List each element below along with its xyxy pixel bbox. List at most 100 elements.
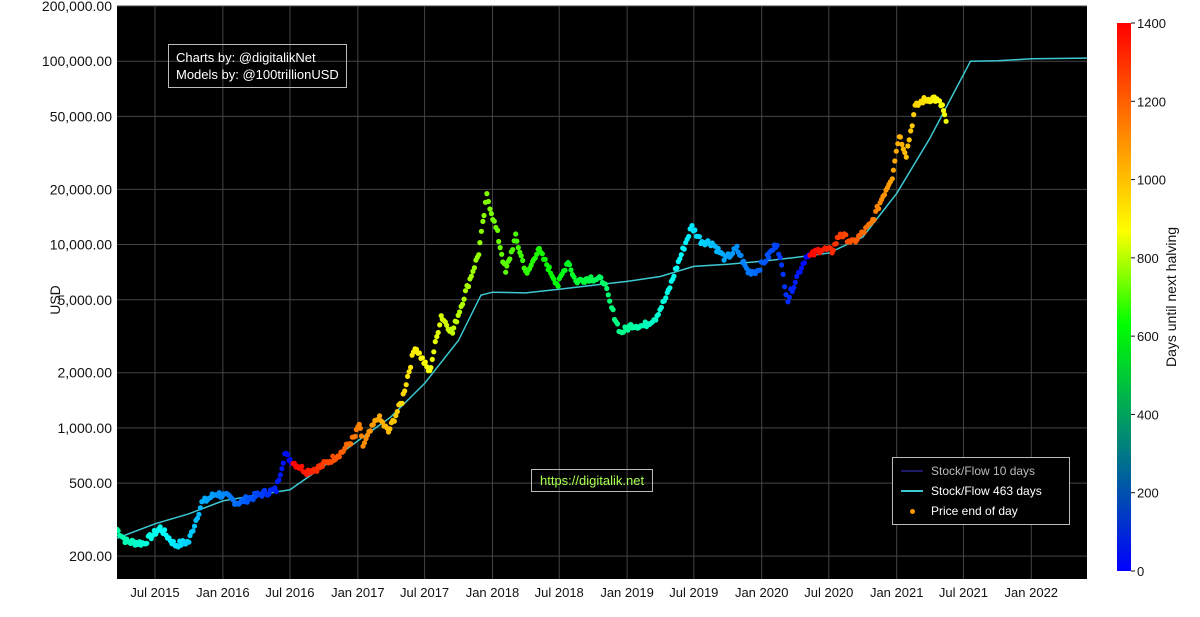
price-point bbox=[403, 382, 409, 388]
price-point bbox=[780, 271, 786, 277]
price-point bbox=[144, 540, 150, 546]
price-point bbox=[468, 273, 474, 279]
price-point bbox=[370, 422, 376, 428]
price-point bbox=[777, 255, 783, 261]
price-point bbox=[893, 148, 899, 154]
price-point bbox=[277, 472, 283, 478]
price-point bbox=[484, 191, 490, 197]
price-point bbox=[939, 102, 946, 108]
price-point bbox=[801, 260, 808, 266]
price-point bbox=[471, 265, 477, 271]
price-point bbox=[284, 452, 290, 458]
price-point bbox=[905, 143, 911, 149]
price-point bbox=[614, 321, 621, 327]
price-point bbox=[393, 413, 399, 419]
colorbar-title: Days until next halving bbox=[1163, 227, 1179, 367]
price-point bbox=[437, 322, 443, 328]
price-point bbox=[186, 539, 192, 545]
price-point bbox=[496, 238, 502, 245]
price-point bbox=[216, 490, 222, 496]
price-point bbox=[507, 256, 513, 262]
price-point bbox=[476, 252, 482, 258]
x-tick-label: Jul 2016 bbox=[265, 585, 314, 600]
colorbar-tick-label: 0 bbox=[1137, 564, 1144, 579]
price-point bbox=[357, 425, 363, 431]
price-point bbox=[677, 256, 683, 262]
price-point bbox=[571, 274, 577, 280]
price-point bbox=[287, 457, 293, 463]
legend-dot-swatch bbox=[901, 508, 923, 514]
x-tick-label: Jul 2019 bbox=[669, 585, 718, 600]
price-point bbox=[361, 440, 368, 446]
price-point bbox=[419, 355, 425, 361]
price-point bbox=[299, 463, 305, 469]
price-point bbox=[319, 463, 325, 469]
price-point bbox=[562, 267, 568, 273]
price-point bbox=[605, 292, 611, 298]
price-point bbox=[405, 373, 411, 379]
price-point bbox=[542, 256, 548, 262]
price-point bbox=[738, 252, 744, 259]
price-point bbox=[480, 218, 486, 224]
colorbar-tick-label: 600 bbox=[1137, 329, 1159, 344]
price-point bbox=[681, 246, 687, 252]
price-point bbox=[515, 245, 521, 251]
legend-item-sf463[interactable]: Stock/Flow 463 days bbox=[901, 482, 1042, 500]
price-point bbox=[730, 250, 736, 256]
price-point bbox=[478, 228, 484, 234]
price-point bbox=[715, 245, 721, 251]
legend-item-price[interactable]: Price end of day bbox=[901, 502, 1018, 520]
price-point bbox=[763, 258, 769, 264]
price-point bbox=[504, 263, 510, 269]
x-tick-label: Jan 2020 bbox=[735, 585, 789, 600]
price-point bbox=[487, 206, 493, 212]
price-point bbox=[936, 98, 943, 104]
price-point bbox=[402, 388, 408, 394]
price-point bbox=[408, 364, 414, 370]
price-point bbox=[830, 247, 836, 253]
price-point bbox=[671, 273, 677, 279]
price-point bbox=[510, 247, 516, 253]
price-point bbox=[461, 296, 467, 302]
website-link[interactable]: https://digitalik.net bbox=[531, 469, 654, 492]
price-point bbox=[367, 428, 373, 434]
price-point bbox=[391, 418, 397, 424]
price-point bbox=[352, 433, 358, 439]
price-point bbox=[655, 311, 662, 318]
legend-item-label: Price end of day bbox=[931, 504, 1018, 518]
x-tick-label: Jan 2016 bbox=[196, 585, 250, 600]
price-point bbox=[342, 445, 348, 451]
price-point bbox=[454, 319, 460, 325]
price-point bbox=[499, 251, 505, 257]
stock-flow-463-line bbox=[117, 57, 1087, 540]
price-point bbox=[667, 285, 673, 291]
price-point bbox=[686, 233, 692, 240]
price-point bbox=[457, 309, 463, 315]
price-point bbox=[792, 279, 798, 285]
price-point bbox=[902, 150, 908, 156]
x-tick-label: Jan 2018 bbox=[466, 585, 520, 600]
y-axis: 200.00 500.00 1,000.00 2,000.00 5,000.00 10,0… bbox=[42, 0, 112, 564]
credits-models-by: Models by: @100trillionUSD bbox=[176, 67, 339, 82]
price-point bbox=[503, 269, 509, 275]
price-point bbox=[462, 288, 469, 294]
price-point bbox=[786, 294, 793, 300]
price-point bbox=[495, 227, 501, 233]
price-point bbox=[485, 198, 491, 205]
price-point bbox=[250, 497, 256, 503]
price-point bbox=[413, 346, 420, 352]
price-point bbox=[692, 227, 698, 233]
price-point bbox=[797, 269, 803, 275]
gridlines bbox=[117, 5, 1087, 579]
y-tick-label: 10,000.00 bbox=[50, 237, 112, 253]
x-tick-label: Jan 2017 bbox=[331, 585, 385, 600]
price-point bbox=[465, 283, 472, 290]
y-axis-title: USD bbox=[47, 285, 63, 315]
price-point bbox=[871, 217, 877, 223]
legend-item-sf10[interactable]: Stock/Flow 10 days bbox=[901, 462, 1035, 480]
price-point bbox=[607, 298, 613, 304]
price-point bbox=[909, 123, 915, 129]
price-point bbox=[861, 229, 867, 235]
price-point bbox=[602, 281, 608, 287]
